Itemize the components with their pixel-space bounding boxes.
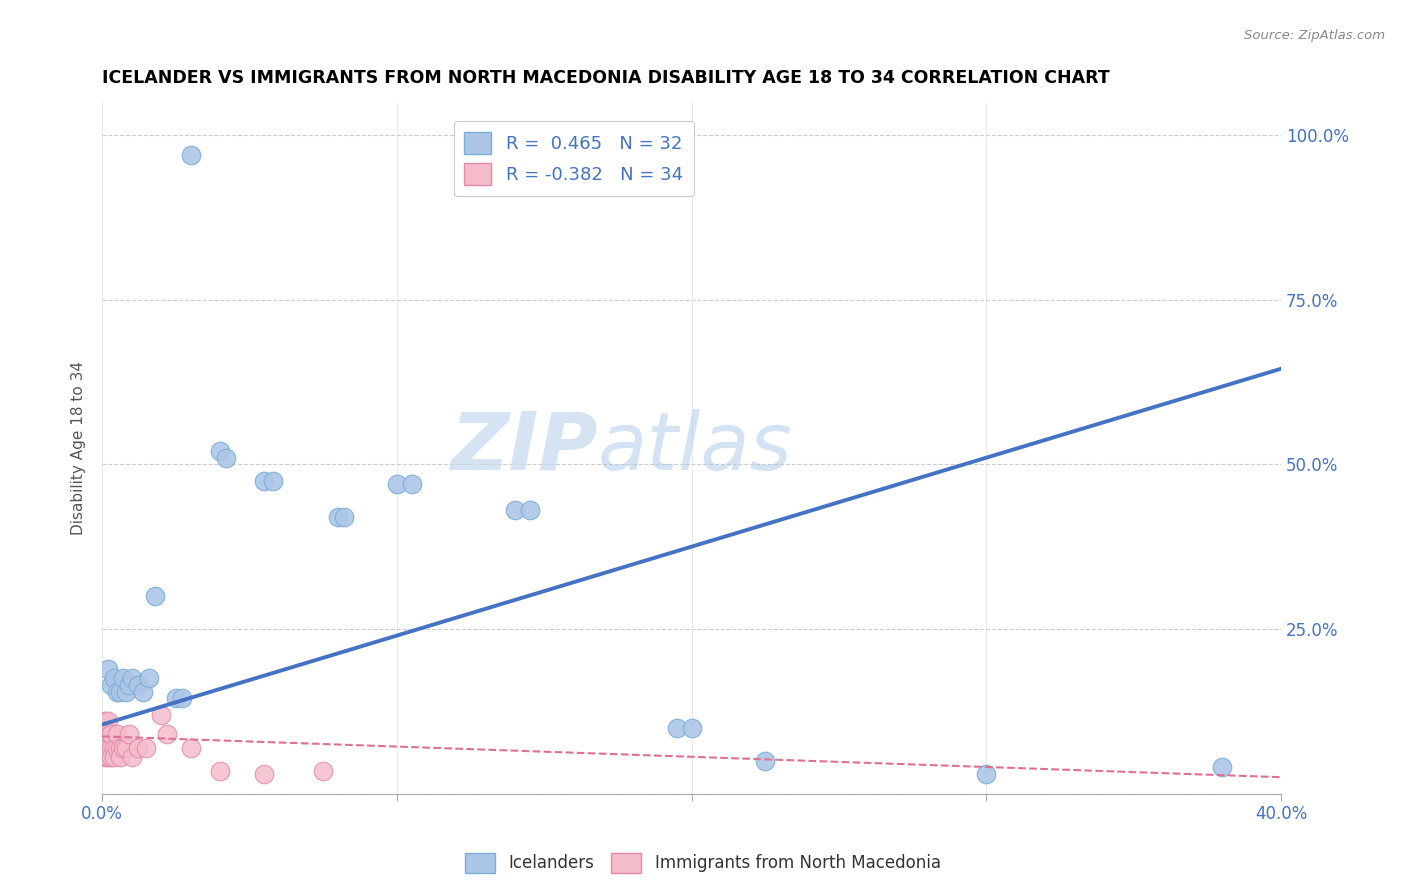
- Point: [138, 672, 160, 686]
- Point: [165, 691, 187, 706]
- Point: [127, 740, 149, 755]
- Point: [97, 727, 120, 741]
- Point: [215, 450, 238, 465]
- Point: [121, 672, 143, 686]
- Point: [108, 750, 131, 764]
- Point: [1211, 760, 1233, 774]
- Point: [97, 714, 120, 729]
- Point: [111, 740, 134, 755]
- Point: [253, 767, 276, 781]
- Point: [135, 740, 157, 755]
- Point: [253, 474, 276, 488]
- Point: [754, 754, 776, 768]
- Point: [94, 740, 117, 755]
- Point: [100, 678, 122, 692]
- Point: [105, 740, 128, 755]
- Point: [326, 510, 349, 524]
- Point: [100, 750, 122, 764]
- Point: [108, 740, 131, 755]
- Point: [121, 750, 143, 764]
- Point: [132, 684, 155, 698]
- Point: [94, 750, 117, 764]
- Point: [108, 684, 131, 698]
- Point: [118, 727, 141, 741]
- Text: atlas: atlas: [598, 409, 792, 487]
- Point: [103, 672, 125, 686]
- Point: [118, 678, 141, 692]
- Point: [114, 740, 136, 755]
- Point: [519, 503, 541, 517]
- Point: [111, 672, 134, 686]
- Point: [97, 750, 120, 764]
- Point: [114, 684, 136, 698]
- Point: [180, 147, 202, 161]
- Point: [97, 661, 120, 675]
- Point: [503, 503, 526, 517]
- Point: [97, 740, 120, 755]
- Point: [592, 141, 614, 155]
- Point: [103, 740, 125, 755]
- Text: ZIP: ZIP: [450, 409, 598, 487]
- Point: [385, 477, 408, 491]
- Point: [94, 714, 117, 729]
- Point: [105, 727, 128, 741]
- Point: [974, 767, 997, 781]
- Point: [156, 727, 179, 741]
- Point: [94, 740, 117, 755]
- Point: [681, 721, 703, 735]
- Point: [100, 727, 122, 741]
- Point: [100, 727, 122, 741]
- Point: [333, 510, 356, 524]
- Point: [150, 707, 173, 722]
- Point: [170, 691, 193, 706]
- Point: [401, 477, 423, 491]
- Point: [97, 740, 120, 755]
- Point: [665, 721, 688, 735]
- Text: Source: ZipAtlas.com: Source: ZipAtlas.com: [1244, 29, 1385, 42]
- Point: [100, 740, 122, 755]
- Text: ICELANDER VS IMMIGRANTS FROM NORTH MACEDONIA DISABILITY AGE 18 TO 34 CORRELATION: ICELANDER VS IMMIGRANTS FROM NORTH MACED…: [103, 69, 1109, 87]
- Legend: R =  0.465   N = 32, R = -0.382   N = 34: R = 0.465 N = 32, R = -0.382 N = 34: [454, 121, 695, 196]
- Point: [97, 727, 120, 741]
- Point: [262, 474, 284, 488]
- Point: [103, 750, 125, 764]
- Point: [180, 740, 202, 755]
- Point: [94, 727, 117, 741]
- Point: [143, 589, 166, 603]
- Y-axis label: Disability Age 18 to 34: Disability Age 18 to 34: [72, 361, 86, 535]
- Point: [209, 764, 232, 778]
- Point: [94, 727, 117, 741]
- Point: [312, 764, 335, 778]
- Point: [127, 678, 149, 692]
- Point: [209, 444, 232, 458]
- Point: [105, 684, 128, 698]
- Legend: Icelanders, Immigrants from North Macedonia: Icelanders, Immigrants from North Macedo…: [458, 847, 948, 880]
